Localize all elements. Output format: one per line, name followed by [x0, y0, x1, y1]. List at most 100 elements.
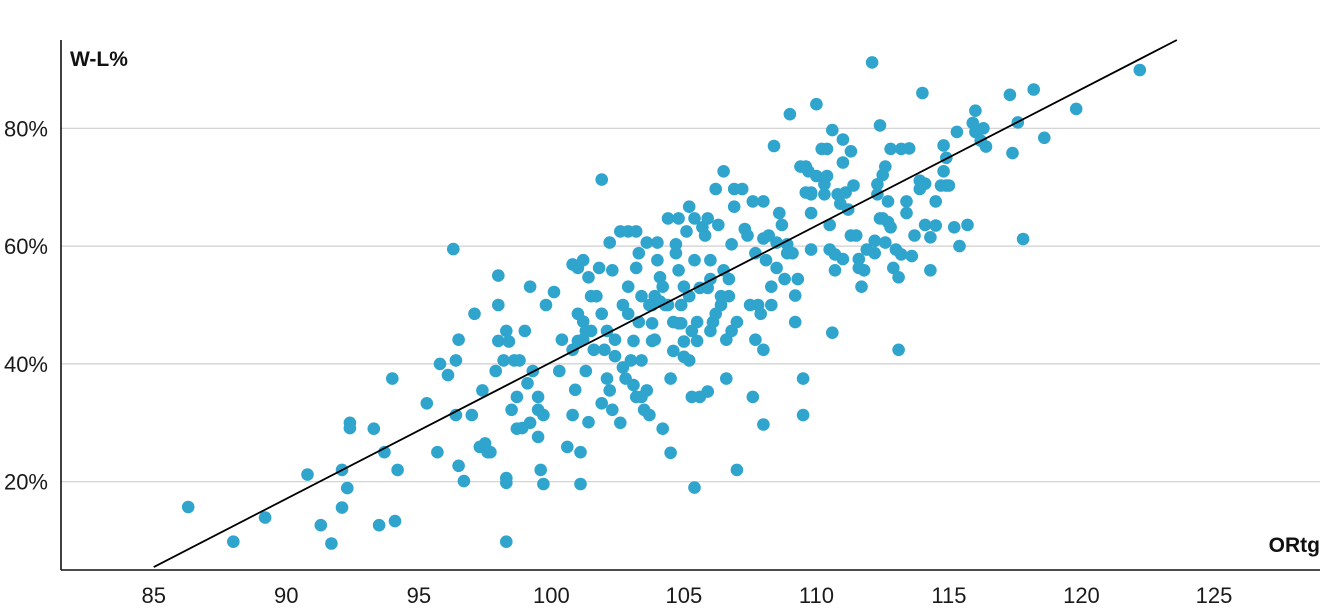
data-point	[651, 236, 664, 249]
data-point	[884, 142, 897, 156]
data-point	[606, 403, 619, 417]
data-point	[828, 264, 842, 277]
data-point	[741, 229, 754, 242]
data-point	[709, 182, 722, 196]
data-point	[712, 218, 725, 232]
y-tick-label: 80%	[4, 116, 48, 141]
x-tick-label: 95	[407, 583, 431, 608]
x-tick-label: 105	[666, 583, 703, 608]
data-point	[1003, 88, 1017, 102]
data-point	[961, 218, 974, 232]
data-point	[929, 195, 942, 208]
data-point	[1027, 83, 1040, 96]
data-point	[553, 364, 566, 378]
data-point	[537, 477, 550, 491]
data-point	[879, 236, 892, 249]
data-point	[640, 236, 654, 249]
data-point	[969, 104, 982, 117]
data-point	[900, 206, 913, 220]
data-point	[942, 179, 956, 192]
data-point	[804, 243, 818, 256]
data-point	[977, 122, 990, 135]
data-point	[918, 218, 932, 232]
data-point	[690, 334, 704, 348]
data-points	[181, 56, 1147, 550]
data-point	[518, 324, 532, 338]
data-point	[669, 238, 683, 251]
data-point	[717, 165, 730, 178]
data-point	[746, 195, 760, 208]
data-point	[667, 344, 680, 358]
data-point	[492, 269, 505, 282]
x-tick-label: 110	[799, 583, 834, 608]
data-point	[735, 182, 749, 196]
data-point	[892, 343, 905, 357]
x-axis: 85 90 95 100 105 110 115 120 125	[61, 569, 1320, 608]
data-point	[823, 218, 836, 232]
data-point	[767, 139, 781, 153]
data-point	[929, 219, 942, 232]
data-point	[643, 408, 656, 422]
data-point	[701, 212, 714, 225]
data-point	[826, 326, 839, 340]
data-point	[534, 463, 547, 477]
data-point	[449, 408, 463, 422]
data-point	[810, 169, 823, 183]
data-point	[500, 324, 513, 338]
data-point	[871, 178, 884, 191]
data-point	[521, 377, 534, 390]
data-point	[523, 280, 537, 294]
data-point	[590, 289, 603, 303]
data-point	[677, 280, 691, 294]
data-point	[1016, 232, 1030, 246]
data-point	[433, 357, 447, 371]
data-point	[645, 317, 659, 330]
data-point	[523, 416, 537, 430]
data-point	[855, 280, 868, 294]
data-point	[447, 242, 460, 256]
data-point	[804, 188, 818, 201]
data-point	[796, 408, 810, 422]
x-tick-label: 90	[274, 583, 298, 608]
trend-line-group	[153, 39, 1178, 568]
data-point	[181, 500, 195, 514]
data-point	[531, 390, 545, 404]
data-point	[688, 481, 701, 494]
data-point	[826, 123, 839, 137]
data-point	[656, 280, 669, 294]
data-point	[301, 468, 314, 481]
data-point	[791, 272, 805, 286]
data-point	[603, 384, 616, 397]
data-point	[568, 383, 582, 397]
data-point	[698, 229, 712, 242]
data-point	[847, 179, 860, 192]
data-point	[950, 125, 964, 139]
data-point	[765, 298, 778, 312]
data-point	[600, 324, 614, 338]
data-point	[674, 298, 688, 312]
data-point	[916, 86, 929, 100]
data-point	[632, 246, 646, 260]
data-point	[595, 307, 608, 321]
data-point	[704, 253, 717, 267]
data-point	[227, 535, 240, 548]
data-point	[1133, 63, 1147, 77]
data-point	[627, 334, 640, 348]
data-point	[881, 195, 895, 208]
data-point	[651, 253, 664, 267]
data-point	[836, 156, 850, 169]
data-point	[595, 173, 608, 186]
data-point	[746, 390, 760, 404]
data-point	[505, 403, 518, 417]
data-point	[510, 390, 524, 404]
data-point	[786, 246, 799, 260]
data-point	[388, 514, 402, 528]
data-point	[783, 107, 797, 121]
data-point	[513, 354, 526, 367]
y-tick-label: 60%	[4, 234, 48, 259]
data-point	[603, 236, 616, 249]
data-point	[431, 445, 444, 459]
data-point	[608, 333, 622, 347]
data-point	[865, 56, 879, 69]
data-point	[868, 246, 881, 260]
